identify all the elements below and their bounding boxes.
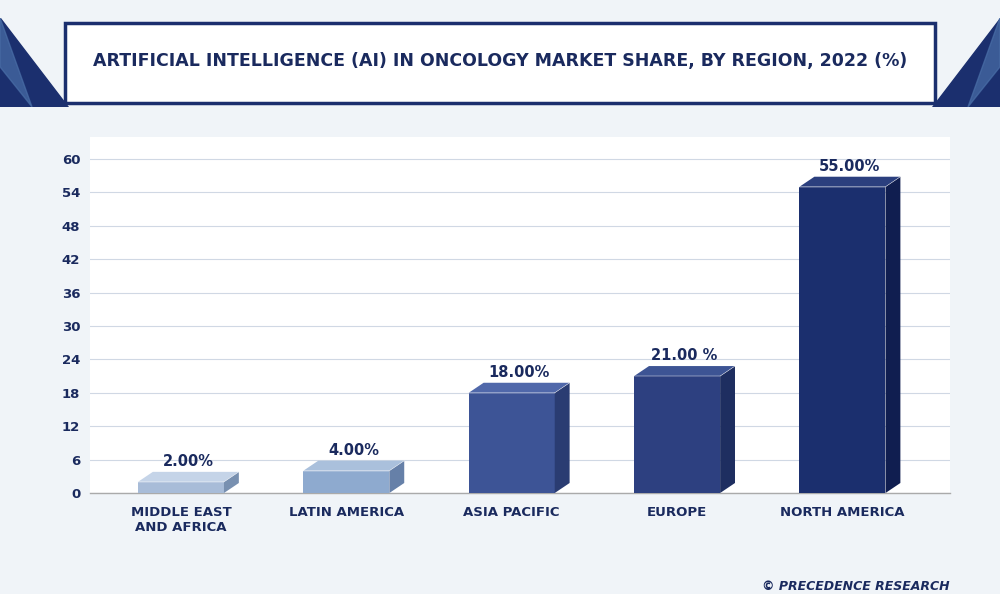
Polygon shape	[720, 366, 735, 493]
Text: 18.00%: 18.00%	[488, 365, 550, 380]
Polygon shape	[138, 472, 239, 482]
FancyBboxPatch shape	[65, 23, 935, 103]
Text: 21.00 %: 21.00 %	[651, 348, 718, 364]
Text: © PRECEDENCE RESEARCH: © PRECEDENCE RESEARCH	[762, 580, 950, 593]
Polygon shape	[932, 18, 1000, 107]
Polygon shape	[469, 393, 555, 493]
Text: ARTIFICIAL INTELLIGENCE (AI) IN ONCOLOGY MARKET SHARE, BY REGION, 2022 (%): ARTIFICIAL INTELLIGENCE (AI) IN ONCOLOGY…	[93, 52, 907, 69]
Polygon shape	[799, 187, 886, 493]
Text: 2.00%: 2.00%	[163, 454, 214, 469]
Polygon shape	[968, 18, 1000, 107]
Polygon shape	[0, 18, 68, 107]
Polygon shape	[224, 472, 239, 493]
Polygon shape	[634, 366, 735, 376]
Text: 55.00%: 55.00%	[819, 159, 881, 174]
Polygon shape	[389, 461, 404, 493]
Polygon shape	[555, 383, 570, 493]
Text: 4.00%: 4.00%	[328, 443, 379, 458]
Polygon shape	[886, 177, 900, 493]
Polygon shape	[634, 376, 720, 493]
Polygon shape	[799, 177, 900, 187]
Polygon shape	[0, 18, 32, 107]
Polygon shape	[138, 482, 224, 493]
Polygon shape	[303, 470, 389, 493]
Polygon shape	[303, 461, 404, 470]
Polygon shape	[469, 383, 570, 393]
